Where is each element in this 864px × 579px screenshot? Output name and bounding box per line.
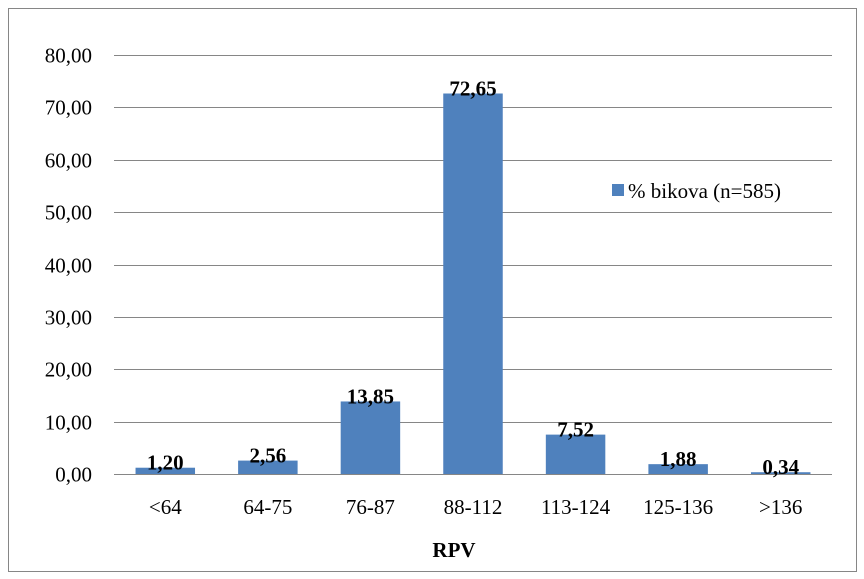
- data-labels: 1,20 2,56 13,85 72,65 7,52 1,88 0,34: [147, 76, 800, 479]
- y-axis-tick-labels: 0,00 10,00 20,00 30,00 40,00 50,00 60,00 70,00 8…: [45, 44, 92, 487]
- data-label: 1,20: [147, 451, 184, 475]
- bar: [648, 464, 708, 474]
- x-category-label: 113-124: [541, 495, 611, 519]
- y-tick-label: 10,00: [45, 411, 92, 435]
- x-category-label: >136: [759, 495, 802, 519]
- y-tick-label: 20,00: [45, 358, 92, 382]
- y-tick-label: 60,00: [45, 149, 92, 173]
- y-tick-label: 80,00: [45, 44, 92, 68]
- x-axis-category-labels: <64 64-75 76-87 88-112 113-124 125-136 >136: [149, 495, 803, 519]
- legend-label: % bikova (n=585): [628, 179, 781, 203]
- bar: [340, 401, 401, 474]
- x-axis-title: RPV: [432, 538, 475, 562]
- chart-frame: [8, 8, 857, 572]
- bar: [135, 467, 196, 474]
- bars: [135, 93, 811, 474]
- y-tick-label: 70,00: [45, 96, 92, 120]
- legend: % bikova (n=585): [612, 179, 781, 203]
- y-tick-label: 0,00: [55, 463, 92, 487]
- x-category-label: 76-87: [346, 495, 395, 519]
- data-label: 1,88: [660, 447, 697, 471]
- x-category-label: 125-136: [643, 495, 713, 519]
- y-tick-label: 50,00: [45, 201, 92, 225]
- y-tick-label: 30,00: [45, 306, 92, 330]
- x-category-label: <64: [149, 495, 182, 519]
- bar: [750, 472, 811, 474]
- data-label: 7,52: [557, 418, 594, 442]
- bar: [545, 434, 606, 474]
- y-tick-label: 40,00: [45, 254, 92, 278]
- data-label: 72,65: [449, 76, 496, 100]
- bar: [443, 93, 503, 474]
- x-category-label: 64-75: [243, 495, 292, 519]
- data-label: 13,85: [347, 384, 394, 408]
- bar: [238, 460, 298, 474]
- legend-swatch: [612, 184, 624, 196]
- x-category-label: 88-112: [444, 495, 503, 519]
- data-label: 0,34: [762, 455, 799, 479]
- data-label: 2,56: [249, 444, 286, 468]
